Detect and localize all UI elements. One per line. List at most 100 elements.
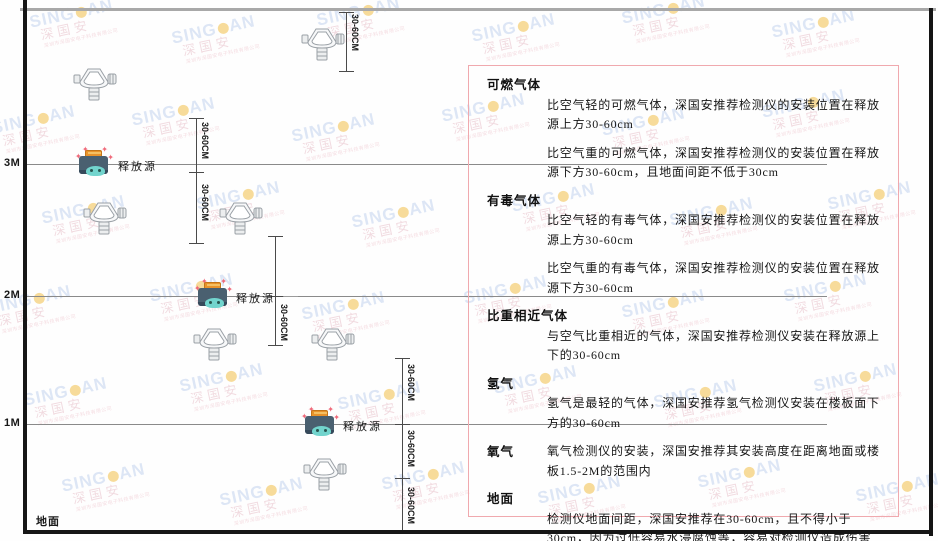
watermark-brand-cn: 深国安 bbox=[229, 495, 283, 521]
spark-icon: ✦ bbox=[333, 413, 340, 422]
dimension-line-2m bbox=[275, 236, 276, 346]
watermark-brand-sub: 深圳市深国安电子科技有限公司 bbox=[1, 313, 77, 336]
gas-detector-icon bbox=[296, 22, 348, 64]
installation-guidelines-panel: 可燃气体 比空气轻的可燃气体，深国安推荐检测仪的安装位置在释放源上方30-60c… bbox=[468, 65, 899, 541]
watermark-dot-icon bbox=[396, 205, 410, 219]
watermark-brand-sub: 深圳市深国安电子科技有限公司 bbox=[365, 227, 441, 250]
dimension-tick bbox=[268, 345, 283, 346]
guideline-paragraph: 比空气重的有毒气体，深国安推荐检测仪的安装位置在释放源下方30-60cm bbox=[547, 261, 880, 295]
guideline-group-similar-density: 比重相近气体 与空气比重相近的气体，深国安推荐检测仪安装在释放源上下的30-60… bbox=[487, 307, 880, 366]
watermark-brand-sub: 深圳市深国安电子科技有限公司 bbox=[5, 133, 81, 156]
guideline-group-combustible: 可燃气体 比空气轻的可燃气体，深国安推荐检测仪的安装位置在释放源上方30-60c… bbox=[487, 76, 880, 183]
guideline-paragraph: 检测仪地面间距，深国安推荐在30-60cm，且不得小于30cm，因为过低容易水浸… bbox=[547, 511, 872, 541]
source-body bbox=[79, 156, 108, 176]
guideline-paragraph: 氧气检测仪的安装，深国安推荐其安装高度在距离地面或楼板1.5-2M的范围内 bbox=[547, 444, 880, 478]
guideline-paragraph: 比空气轻的有毒气体，深国安推荐检测仪的安装位置在释放源上方30-60cm bbox=[547, 213, 880, 247]
watermark-brand-cn: 深国安 bbox=[71, 481, 125, 507]
release-source-label-2m: 释放源 bbox=[236, 293, 275, 305]
ground-level-label: 地面 bbox=[36, 516, 60, 528]
dimension-label-3m-above: 30-60CM bbox=[200, 122, 210, 160]
watermark-dot-icon bbox=[346, 297, 360, 311]
watermark-brand-sub: 深圳市深国安电子科技有限公司 bbox=[305, 141, 381, 164]
gas-detector-icon bbox=[68, 62, 120, 104]
guideline-title: 地面 bbox=[487, 492, 515, 507]
dimension-tick bbox=[339, 71, 354, 72]
guideline-group-toxic: 有毒气体 比空气轻的有毒气体，深国安推荐检测仪的安装位置在释放源上方30-60c… bbox=[487, 192, 880, 299]
spark-icon: ✦ bbox=[308, 406, 315, 414]
frame-right-border bbox=[929, 8, 933, 536]
guideline-group-ground: 地面 检测仪地面间距，深国安推荐在30-60cm，且不得小于30cm，因为过低容… bbox=[487, 490, 880, 541]
gas-detector-icon bbox=[214, 196, 266, 238]
dimension-tick bbox=[395, 358, 410, 359]
watermark-brand-cn: 深国安 bbox=[781, 27, 835, 53]
spark-icon: ✦ bbox=[327, 405, 334, 414]
watermark-dot-icon bbox=[816, 15, 830, 29]
release-source-icon: ✦ ✦ ✦ ✦ bbox=[301, 406, 340, 438]
gas-detector-icon bbox=[78, 196, 130, 238]
level-line-1m bbox=[27, 424, 827, 425]
dimension-tick bbox=[189, 243, 204, 244]
guideline-paragraph: 氢气是最轻的气体，深国安推荐氢气检测仪安装在楼板面下方的30-60cm bbox=[547, 396, 880, 430]
level-line-2m bbox=[27, 296, 827, 297]
guideline-group-hydrogen: 氢气 氢气是最轻的气体，深国安推荐氢气检测仪安装在楼板面下方的30-60cm bbox=[487, 375, 880, 434]
spark-icon: ✦ bbox=[101, 145, 108, 154]
dimension-line-top bbox=[346, 12, 347, 72]
spark-icon: ✦ bbox=[82, 146, 89, 154]
level-line-3m bbox=[27, 164, 827, 165]
guideline-title: 比重相近气体 bbox=[487, 309, 569, 323]
dimension-tick bbox=[189, 118, 204, 119]
watermark-dot-icon bbox=[516, 19, 530, 33]
release-source-label-3m: 释放源 bbox=[118, 161, 157, 173]
dimension-tick bbox=[268, 296, 283, 297]
guideline-paragraph: 比空气重的可燃气体，深国安推荐检测仪的安装位置在释放源下方30-60cm，且地面… bbox=[547, 145, 880, 180]
watermark-brand-sub: 深圳市深国安电子科技有限公司 bbox=[37, 405, 113, 428]
watermark-dot-icon bbox=[32, 291, 46, 305]
spark-icon: ✦ bbox=[226, 285, 233, 294]
dimension-line-3m-upper bbox=[196, 118, 197, 244]
level-label-1m: 1M bbox=[4, 417, 21, 429]
watermark-brand-cn: 深国安 bbox=[301, 131, 355, 157]
dimension-tick bbox=[395, 478, 410, 479]
watermark-dot-icon bbox=[106, 469, 120, 483]
watermark-brand-cn: 深国安 bbox=[361, 217, 415, 243]
spark-icon: ✦ bbox=[220, 277, 227, 286]
frame-top-border bbox=[20, 8, 936, 11]
watermark-dot-icon bbox=[36, 111, 50, 125]
watermark-brand-cn: 深国安 bbox=[391, 479, 445, 505]
gas-detector-icon bbox=[188, 322, 240, 364]
guideline-paragraph: 比空气轻的可燃气体，深国安推荐检测仪的安装位置在释放源上方30-60cm bbox=[547, 97, 880, 132]
watermark-brand-cn: 深国安 bbox=[481, 31, 535, 57]
dimension-tick bbox=[395, 424, 410, 425]
watermark-brand-cn: 深国安 bbox=[181, 33, 235, 59]
watermark-brand-sub: 深圳市深国安电子科技有限公司 bbox=[635, 23, 711, 46]
dimension-label-1m-ground: 30-60CM bbox=[406, 487, 416, 525]
source-body bbox=[198, 288, 227, 308]
guideline-title: 可燃气体 bbox=[487, 78, 542, 92]
source-body bbox=[305, 416, 334, 436]
watermark-dot-icon bbox=[336, 119, 350, 133]
dimension-label-1m-mid: 30-60CM bbox=[406, 430, 416, 468]
watermark-brand-sub: 深圳市深国安电子科技有限公司 bbox=[185, 43, 261, 66]
watermark-dot-icon bbox=[224, 369, 238, 383]
dimension-label-2m-below: 30-60CM bbox=[279, 304, 289, 342]
watermark-dot-icon bbox=[264, 483, 278, 497]
watermark-brand-cn: 深国安 bbox=[0, 299, 76, 330]
watermark-brand-cn: 深国安 bbox=[33, 395, 87, 421]
